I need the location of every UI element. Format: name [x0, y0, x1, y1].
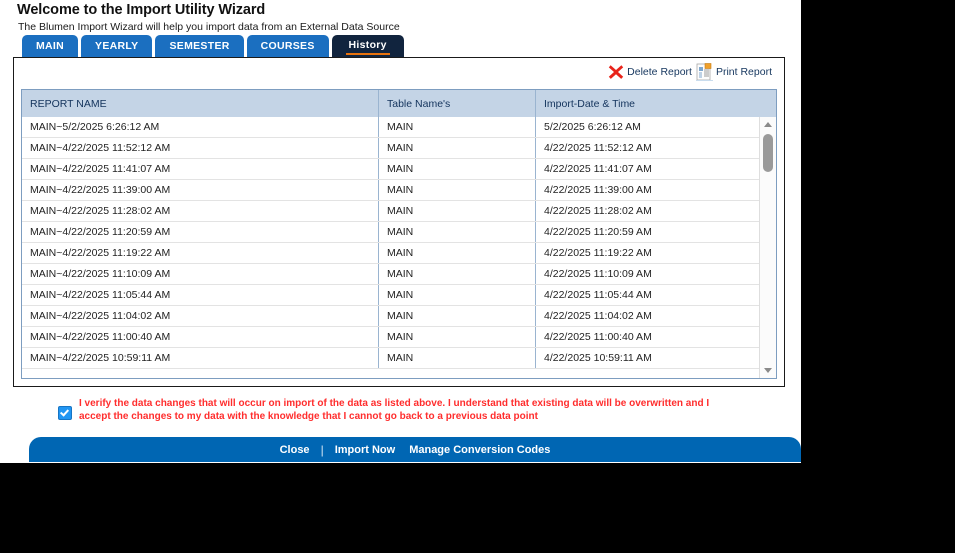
- cell-report-name: MAIN~4/22/2025 11:41:07 AM: [22, 159, 379, 179]
- cell-table-name: MAIN: [379, 159, 536, 179]
- document-report-icon: [695, 63, 713, 81]
- cell-import-datetime: 4/22/2025 11:00:40 AM: [544, 331, 652, 343]
- verify-text: I verify the data changes that will occu…: [79, 398, 710, 422]
- cell-import-datetime: 4/22/2025 11:39:00 AM: [544, 184, 652, 196]
- tab-semester[interactable]: SEMESTER: [155, 35, 244, 57]
- tab-yearly-label: YEARLY: [95, 40, 139, 52]
- cell-table-name: MAIN: [379, 306, 536, 326]
- column-header-table-names[interactable]: Table Name's: [379, 90, 536, 117]
- manage-conversion-codes-button[interactable]: Manage Conversion Codes: [409, 443, 551, 456]
- report-toolbar: Delete Report: [608, 63, 772, 81]
- cell-table-name: MAIN: [379, 243, 536, 263]
- cell-import-datetime: 5/2/2025 6:26:12 AM: [544, 121, 641, 133]
- verify-checkbox[interactable]: [58, 406, 72, 420]
- table-row[interactable]: MAIN~4/22/2025 11:19:22 AM MAIN 4/22/2025 …: [22, 243, 759, 264]
- cell-report-name: MAIN~4/22/2025 11:10:09 AM: [22, 264, 379, 284]
- table-row[interactable]: MAIN~4/22/2025 11:52:12 AM MAIN 4/22/2025 …: [22, 138, 759, 159]
- cell-report-name: MAIN~4/22/2025 11:39:00 AM: [22, 180, 379, 200]
- grid-header-row: REPORT NAME Table Name's Import-Date & T…: [22, 90, 776, 118]
- tab-history-label: History: [348, 38, 387, 51]
- scroll-down-arrow-icon[interactable]: [760, 363, 776, 378]
- cell-table-name: MAIN: [379, 117, 536, 137]
- table-row[interactable]: MAIN~4/22/2025 11:20:59 AM MAIN 4/22/2025 …: [22, 222, 759, 243]
- table-row[interactable]: MAIN~5/2/2025 6:26:12 AM MAIN 5/2/2025 6:2…: [22, 117, 759, 138]
- verify-confirmation: I verify the data changes that will occu…: [58, 397, 738, 423]
- cell-import-datetime: 4/22/2025 11:19:22 AM: [544, 247, 652, 259]
- tab-semester-label: SEMESTER: [169, 40, 230, 52]
- cell-report-name: MAIN~4/22/2025 11:00:40 AM: [22, 327, 379, 347]
- cell-import-datetime: 4/22/2025 11:05:44 AM: [544, 289, 652, 301]
- action-bar: Close | Import Now Manage Conversion Cod…: [29, 437, 801, 462]
- delete-report-label: Delete Report: [627, 65, 692, 78]
- table-row[interactable]: MAIN~4/22/2025 11:39:00 AM MAIN 4/22/2025 …: [22, 180, 759, 201]
- tab-main[interactable]: MAIN: [22, 35, 79, 57]
- close-button[interactable]: Close: [279, 443, 310, 456]
- action-separator: |: [320, 442, 324, 457]
- grid-body: MAIN~5/2/2025 6:26:12 AM MAIN 5/2/2025 6:2…: [22, 117, 759, 378]
- table-row[interactable]: MAIN~4/22/2025 11:10:09 AM MAIN 4/22/2025 …: [22, 264, 759, 285]
- cell-table-name: MAIN: [379, 201, 536, 221]
- cell-table-name: MAIN: [379, 348, 536, 368]
- delete-report-button[interactable]: Delete Report: [608, 64, 692, 80]
- table-row[interactable]: MAIN~4/22/2025 11:05:44 AM MAIN 4/22/2025 …: [22, 285, 759, 306]
- tab-main-label: MAIN: [36, 40, 65, 52]
- grid-vertical-scrollbar[interactable]: [759, 117, 776, 378]
- page-subtitle: The Blumen Import Wizard will help you i…: [18, 21, 400, 33]
- scrollbar-thumb[interactable]: [763, 134, 773, 172]
- table-row[interactable]: MAIN~4/22/2025 11:41:07 AM MAIN 4/22/2025 …: [22, 159, 759, 180]
- cell-import-datetime: 4/22/2025 11:41:07 AM: [544, 163, 652, 175]
- scroll-up-arrow-icon[interactable]: [760, 117, 776, 132]
- cell-import-datetime: 4/22/2025 11:28:02 AM: [544, 205, 652, 217]
- red-x-icon: [608, 64, 624, 80]
- column-header-import-date-time[interactable]: Import-Date & Time: [544, 97, 636, 110]
- table-row[interactable]: MAIN~4/22/2025 11:28:02 AM MAIN 4/22/2025 …: [22, 201, 759, 222]
- import-wizard-page: Welcome to the Import Utility Wizard The…: [0, 0, 801, 463]
- cell-report-name: MAIN~4/22/2025 11:19:22 AM: [22, 243, 379, 263]
- cell-table-name: MAIN: [379, 264, 536, 284]
- cell-table-name: MAIN: [379, 222, 536, 242]
- cell-report-name: MAIN~5/2/2025 6:26:12 AM: [22, 117, 379, 137]
- tab-courses[interactable]: COURSES: [246, 35, 329, 57]
- cell-report-name: MAIN~4/22/2025 11:28:02 AM: [22, 201, 379, 221]
- print-report-button[interactable]: Print Report: [695, 63, 772, 81]
- cell-report-name: MAIN~4/22/2025 11:05:44 AM: [22, 285, 379, 305]
- cell-import-datetime: 4/22/2025 10:59:11 AM: [544, 352, 652, 364]
- cell-table-name: MAIN: [379, 180, 536, 200]
- tab-courses-label: COURSES: [260, 40, 315, 52]
- history-panel: Delete Report: [13, 57, 785, 387]
- cell-report-name: MAIN~4/22/2025 11:20:59 AM: [22, 222, 379, 242]
- table-row[interactable]: MAIN~4/22/2025 11:00:40 AM MAIN 4/22/2025 …: [22, 327, 759, 348]
- table-row[interactable]: MAIN~4/22/2025 11:04:02 AM MAIN 4/22/2025 …: [22, 306, 759, 327]
- cell-import-datetime: 4/22/2025 11:10:09 AM: [544, 268, 652, 280]
- tab-yearly[interactable]: YEARLY: [81, 35, 153, 57]
- import-now-button[interactable]: Import Now: [334, 443, 396, 456]
- cell-import-datetime: 4/22/2025 11:20:59 AM: [544, 226, 652, 238]
- cell-report-name: MAIN~4/22/2025 11:52:12 AM: [22, 138, 379, 158]
- cell-report-name: MAIN~4/22/2025 11:04:02 AM: [22, 306, 379, 326]
- column-header-report-name[interactable]: REPORT NAME: [22, 90, 379, 117]
- tab-history[interactable]: History: [331, 35, 404, 57]
- print-report-label: Print Report: [715, 65, 772, 78]
- page-title: Welcome to the Import Utility Wizard: [17, 2, 266, 18]
- cell-import-datetime: 4/22/2025 11:04:02 AM: [544, 310, 652, 322]
- tab-bar: MAIN YEARLY SEMESTER COURSES History: [22, 35, 404, 57]
- cell-table-name: MAIN: [379, 285, 536, 305]
- cell-import-datetime: 4/22/2025 11:52:12 AM: [544, 142, 652, 154]
- reports-grid: REPORT NAME Table Name's Import-Date & T…: [21, 89, 777, 379]
- table-row[interactable]: MAIN~4/22/2025 10:59:11 AM MAIN 4/22/2025 …: [22, 348, 759, 369]
- cell-table-name: MAIN: [379, 327, 536, 347]
- cell-table-name: MAIN: [379, 138, 536, 158]
- tab-active-underline: [345, 52, 390, 56]
- cell-report-name: MAIN~4/22/2025 10:59:11 AM: [22, 348, 379, 368]
